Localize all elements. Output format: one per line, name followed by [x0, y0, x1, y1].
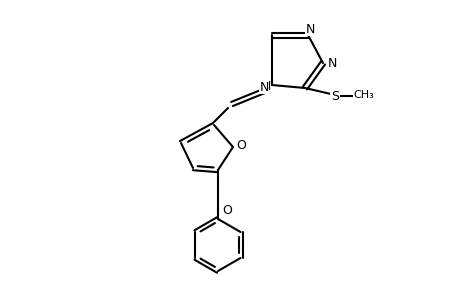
Text: N: N [259, 80, 268, 94]
Text: N: N [305, 22, 314, 35]
Text: N: N [327, 56, 336, 70]
Text: N: N [261, 80, 270, 92]
Text: S: S [330, 89, 338, 103]
Text: CH₃: CH₃ [353, 90, 374, 100]
Text: O: O [235, 139, 246, 152]
Text: O: O [222, 203, 231, 217]
